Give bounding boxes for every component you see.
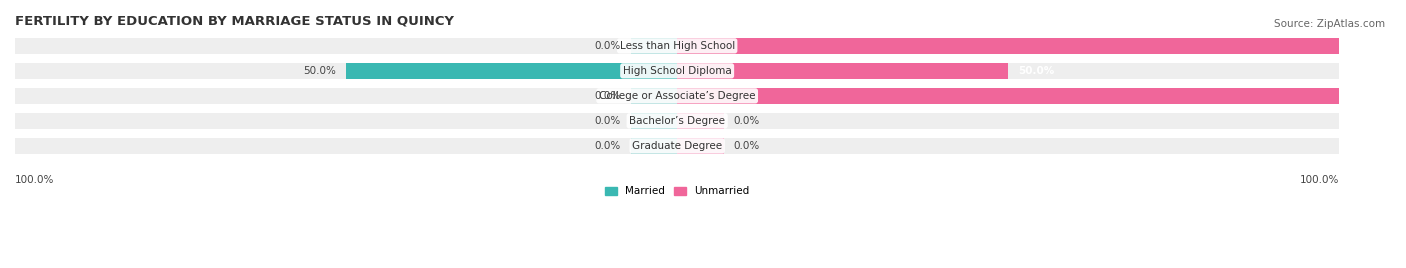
Text: 50.0%: 50.0% — [1018, 66, 1054, 76]
Bar — [678, 113, 724, 129]
Text: 0.0%: 0.0% — [734, 116, 759, 126]
Text: 0.0%: 0.0% — [595, 41, 621, 51]
Text: 100.0%: 100.0% — [1350, 91, 1393, 101]
Bar — [15, 88, 1340, 104]
Text: Source: ZipAtlas.com: Source: ZipAtlas.com — [1274, 19, 1385, 29]
Text: 100.0%: 100.0% — [15, 175, 55, 185]
Text: Bachelor’s Degree: Bachelor’s Degree — [628, 116, 725, 126]
Text: FERTILITY BY EDUCATION BY MARRIAGE STATUS IN QUINCY: FERTILITY BY EDUCATION BY MARRIAGE STATU… — [15, 15, 454, 28]
Bar — [15, 63, 1340, 79]
Text: College or Associate’s Degree: College or Associate’s Degree — [599, 91, 755, 101]
Text: High School Diploma: High School Diploma — [623, 66, 731, 76]
Legend: Married, Unmarried: Married, Unmarried — [600, 182, 754, 201]
Text: 100.0%: 100.0% — [1301, 175, 1340, 185]
Text: 100.0%: 100.0% — [1350, 41, 1393, 51]
Bar — [678, 63, 1008, 79]
Text: 0.0%: 0.0% — [595, 116, 621, 126]
Bar — [631, 38, 678, 54]
Text: Less than High School: Less than High School — [620, 41, 735, 51]
Bar — [15, 38, 1340, 54]
Bar — [678, 138, 724, 154]
Text: Graduate Degree: Graduate Degree — [633, 141, 723, 151]
Bar — [678, 38, 1340, 54]
Bar — [631, 88, 678, 104]
Text: 0.0%: 0.0% — [734, 141, 759, 151]
Bar — [346, 63, 678, 79]
Bar — [631, 138, 678, 154]
Text: 50.0%: 50.0% — [304, 66, 336, 76]
Bar — [678, 88, 1340, 104]
Bar — [15, 138, 1340, 154]
Bar — [631, 113, 678, 129]
Bar — [15, 113, 1340, 129]
Text: 0.0%: 0.0% — [595, 141, 621, 151]
Text: 0.0%: 0.0% — [595, 91, 621, 101]
